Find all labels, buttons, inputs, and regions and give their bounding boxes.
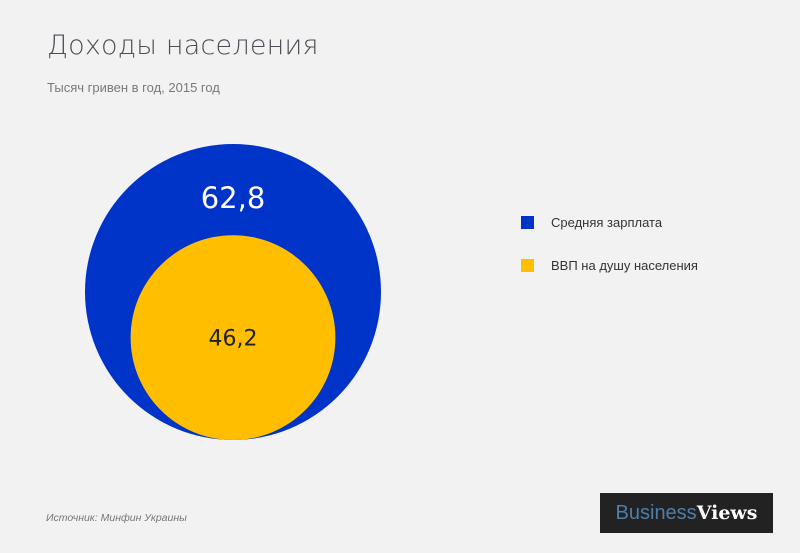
legend-swatch	[521, 258, 534, 272]
chart-title: Доходы населения	[47, 30, 319, 61]
legend-swatch	[521, 215, 534, 229]
source-note: Источник: Минфин Украины	[46, 512, 187, 524]
bubble-vvp-na-dushu	[130, 235, 336, 440]
data-label-vvp-na-dushu: 46,2	[209, 327, 258, 352]
logo-text-business: Business	[615, 501, 697, 524]
legend-item-srednyaya-zarplata: Средняя зарплата	[521, 212, 698, 232]
legend-item-vvp-na-dushu: ВВП на душу населения	[521, 255, 698, 275]
legend: Средняя зарплата ВВП на душу населения	[521, 212, 698, 298]
chart-subtitle: Тысяч гривен в год, 2015 год	[47, 80, 220, 95]
logo-text-views: Views	[696, 502, 758, 524]
legend-label: Средняя зарплата	[551, 214, 663, 230]
data-label-srednyaya-zarplata: 62,8	[201, 181, 266, 215]
businessviews-logo: Business Views	[600, 493, 773, 533]
legend-label: ВВП на душу населения	[551, 257, 698, 273]
